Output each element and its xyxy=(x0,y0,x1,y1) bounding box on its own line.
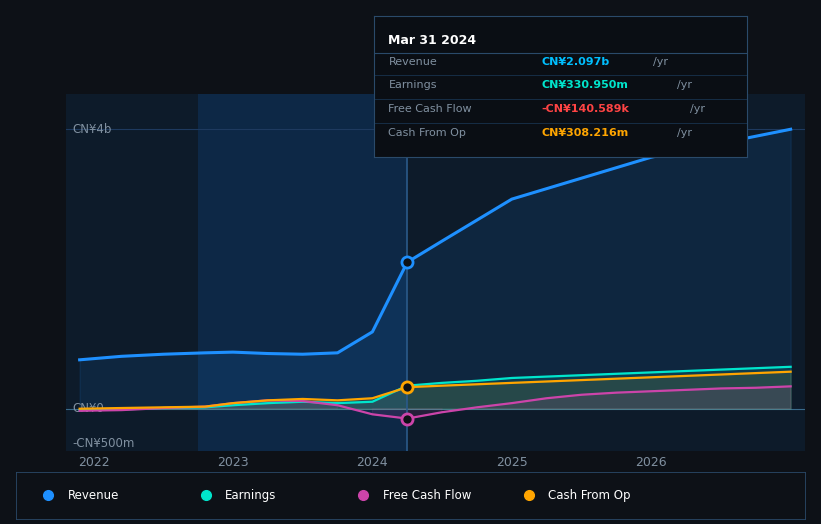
Text: Mar 31 2024: Mar 31 2024 xyxy=(388,34,477,47)
Text: /yr: /yr xyxy=(653,58,667,68)
Text: Earnings: Earnings xyxy=(388,80,437,90)
Text: CN¥4b: CN¥4b xyxy=(72,123,112,136)
Text: Analysts Forecasts: Analysts Forecasts xyxy=(415,95,524,108)
Text: CN¥308.216m: CN¥308.216m xyxy=(542,128,629,138)
Bar xyxy=(198,94,407,451)
Text: -CN¥140.589k: -CN¥140.589k xyxy=(542,104,630,114)
Text: CN¥0: CN¥0 xyxy=(72,402,104,415)
Text: Cash From Op: Cash From Op xyxy=(388,128,466,138)
Text: CN¥330.950m: CN¥330.950m xyxy=(542,80,629,90)
Text: Cash From Op: Cash From Op xyxy=(548,489,631,501)
Text: /yr: /yr xyxy=(677,80,692,90)
Text: Free Cash Flow: Free Cash Flow xyxy=(383,489,471,501)
Text: CN¥2.097b: CN¥2.097b xyxy=(542,58,610,68)
Text: -CN¥500m: -CN¥500m xyxy=(72,437,135,450)
Text: Free Cash Flow: Free Cash Flow xyxy=(388,104,472,114)
Text: /yr: /yr xyxy=(677,128,692,138)
Text: Past: Past xyxy=(376,95,401,108)
Text: Revenue: Revenue xyxy=(67,489,119,501)
Text: Earnings: Earnings xyxy=(225,489,277,501)
Text: /yr: /yr xyxy=(690,104,704,114)
Text: Revenue: Revenue xyxy=(388,58,438,68)
